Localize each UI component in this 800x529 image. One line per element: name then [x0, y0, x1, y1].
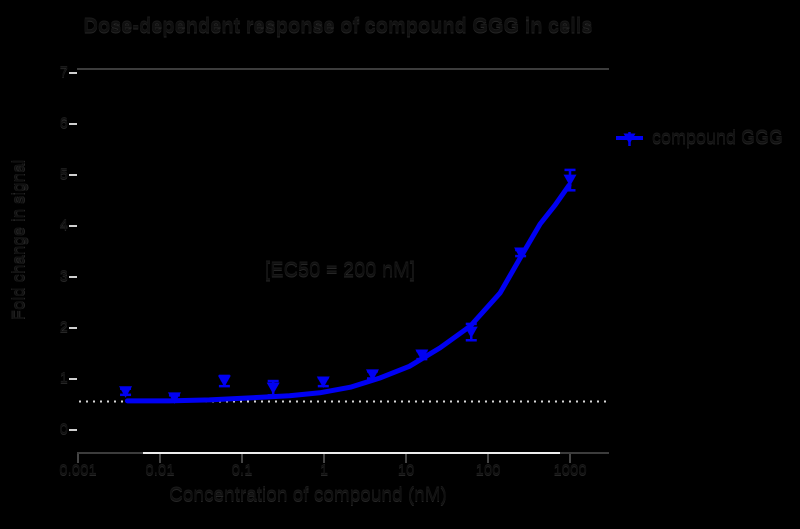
y-tick-label: 6 — [59, 115, 68, 132]
x-tick-label: 0.1 — [231, 462, 253, 479]
x-tick-label: 10 — [397, 462, 415, 479]
x-tick-label: 1 — [319, 462, 329, 479]
y-tick-label: 4 — [59, 217, 68, 234]
y-tick-label: 2 — [59, 319, 68, 336]
data-point-marker — [119, 386, 133, 398]
data-point-marker — [415, 349, 429, 362]
y-tick-label: 5 — [59, 166, 68, 183]
x-axis-title: Concentration of compound (nM) — [169, 485, 447, 506]
y-axis-title: Fold change in signal — [9, 159, 28, 321]
data-point-marker — [167, 392, 181, 404]
x-tick-label: 1000 — [553, 462, 587, 479]
ec50-annotation: [EC50 = 200 nM] — [264, 259, 416, 282]
chart-title: Dose-dependent response of compound GGG … — [83, 15, 593, 38]
legend-marker-triangle — [623, 133, 636, 144]
data-point-marker — [464, 326, 478, 339]
data-point-marker — [316, 376, 330, 389]
fit-curve — [124, 182, 572, 404]
data-point-marker — [563, 174, 577, 187]
x-tick-label: 0.01 — [145, 462, 175, 479]
x-tick-label: 100 — [475, 462, 501, 479]
data-point-marker — [365, 369, 379, 381]
data-point-marker — [217, 375, 231, 388]
x-tick-label: 0.001 — [59, 462, 97, 479]
data-point-marker — [266, 382, 280, 395]
y-tick-label: 7 — [59, 64, 68, 81]
y-tick-label: 1 — [59, 370, 68, 387]
y-tick-label: 3 — [59, 268, 68, 285]
y-tick-label: 0 — [59, 421, 68, 438]
legend-label: compound GGG — [652, 127, 784, 148]
data-point-marker — [514, 247, 528, 260]
